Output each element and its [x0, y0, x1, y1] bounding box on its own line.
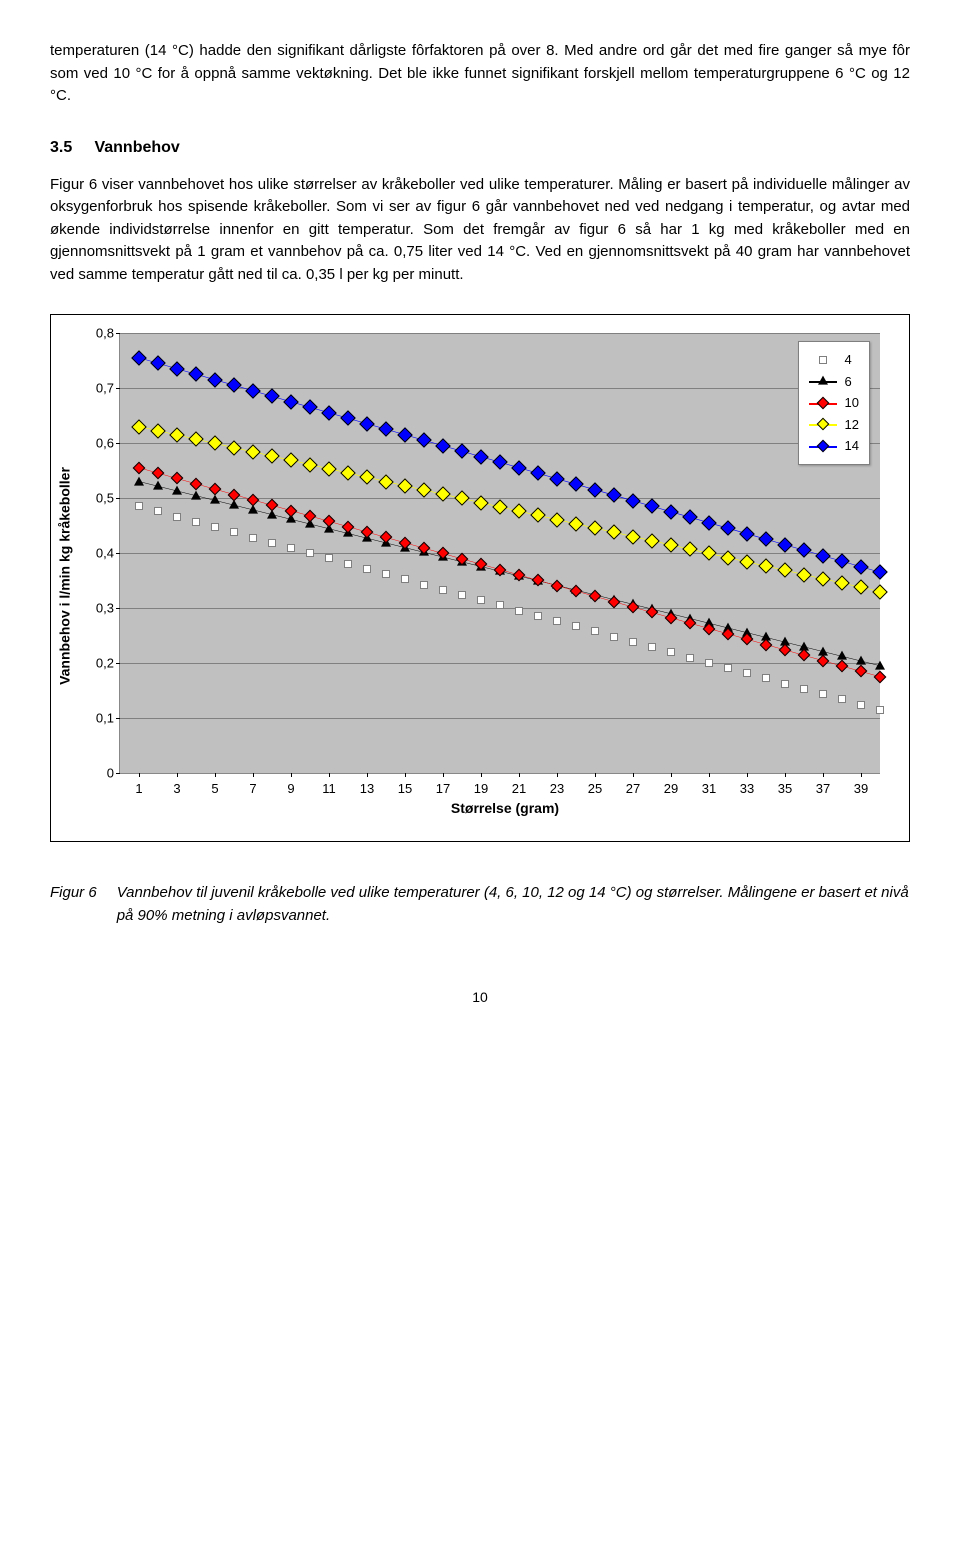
legend-item: 4	[809, 350, 859, 370]
figure-label: Figur 6	[50, 882, 97, 927]
figure-text: Vannbehov til juvenil kråkebolle ved uli…	[117, 882, 910, 927]
legend-label: 4	[845, 350, 852, 370]
legend-item: 12	[809, 415, 859, 435]
legend-item: 6	[809, 372, 859, 392]
y-tick: 0,3	[96, 598, 114, 618]
figure-caption: Figur 6 Vannbehov til juvenil kråkebolle…	[50, 882, 910, 927]
y-tick: 0,1	[96, 708, 114, 728]
y-tick: 0,5	[96, 488, 114, 508]
y-tick: 0,6	[96, 433, 114, 453]
legend-item: 10	[809, 393, 859, 413]
y-axis-label: Vannbehov i l/min kg kråkeboller	[55, 467, 76, 685]
y-tick: 0,4	[96, 543, 114, 563]
section-title: Vannbehov	[94, 139, 179, 156]
legend-label: 14	[845, 436, 859, 456]
y-tick: 0	[107, 763, 114, 783]
vannbehov-chart: Vannbehov i l/min kg kråkeboller 00,10,2…	[50, 314, 910, 842]
section-heading: 3.5 Vannbehov	[50, 136, 910, 160]
legend-label: 12	[845, 415, 859, 435]
legend-item: 14	[809, 436, 859, 456]
section-number: 3.5	[50, 136, 90, 160]
y-tick: 0,8	[96, 323, 114, 343]
page-number: 10	[50, 987, 910, 1008]
y-tick: 0,2	[96, 653, 114, 673]
chart-legend: 46101214	[798, 341, 870, 465]
paragraph-1: temperaturen (14 °C) hadde den signifika…	[50, 40, 910, 108]
paragraph-2: Figur 6 viser vannbehovet hos ulike stør…	[50, 174, 910, 287]
y-tick: 0,7	[96, 378, 114, 398]
plot-area: 00,10,20,30,40,50,60,70,8135791113151719…	[119, 333, 880, 774]
x-axis-label: Størrelse (gram)	[119, 798, 891, 819]
legend-label: 10	[845, 393, 859, 413]
legend-label: 6	[845, 372, 852, 392]
